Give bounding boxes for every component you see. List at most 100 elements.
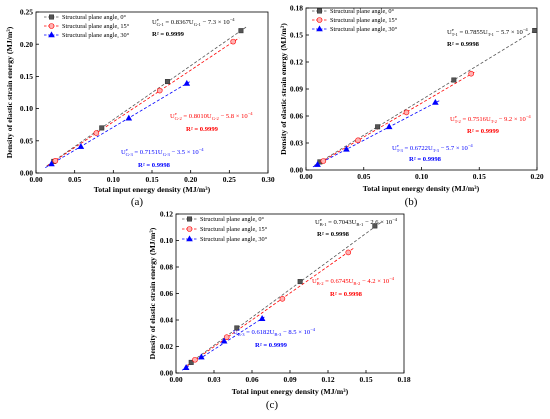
equation-part: G-3 bbox=[126, 152, 134, 157]
panel-label: (c) bbox=[266, 399, 279, 411]
chart-a: Density of elastic strain energy (MJ/m³)… bbox=[5, 8, 275, 208]
equation-part: e bbox=[397, 143, 399, 148]
equation-part: −4 bbox=[523, 27, 529, 32]
y-tick-label: 0.06 bbox=[160, 289, 173, 298]
y-tick-label: 0.04 bbox=[160, 316, 173, 325]
equation-part: U bbox=[447, 29, 452, 36]
legend-label: Structural plane angle, 15° bbox=[330, 17, 398, 24]
y-tick-label: 0.12 bbox=[160, 210, 173, 219]
equation-part: e bbox=[452, 27, 454, 32]
equation-part: − 2.6 × 10 bbox=[363, 219, 393, 226]
legend-label: Structural plane angle, 15° bbox=[62, 23, 130, 30]
legend-label: Structural plane angle, 0° bbox=[62, 14, 127, 21]
equation-part: = 0.6745U bbox=[324, 278, 354, 285]
fit-line-series-1 bbox=[47, 37, 240, 166]
data-point-series-2 bbox=[125, 114, 133, 121]
x-tick-label: 0.15 bbox=[145, 175, 158, 184]
legend-marker bbox=[316, 25, 323, 32]
data-point-series-1 bbox=[345, 249, 352, 256]
equation-part: − 5.7 × 10 bbox=[494, 29, 524, 36]
data-point-series-0 bbox=[372, 223, 378, 229]
y-tick-label: 0.15 bbox=[20, 72, 33, 81]
fit-equation-series-1: Ue T-2 = 0.7516UT-2 − 9.2 × 10−4 bbox=[450, 114, 531, 124]
panel-label: (a) bbox=[131, 196, 144, 208]
y-tick-label: 0.06 bbox=[290, 112, 303, 121]
legend-marker bbox=[316, 8, 322, 14]
fit-line-series-2 bbox=[45, 80, 192, 169]
equation-part: − 3.5 × 10 bbox=[170, 149, 200, 156]
data-point-series-1 bbox=[279, 295, 286, 302]
data-point-series-0 bbox=[297, 279, 303, 285]
equation-part: e bbox=[317, 276, 319, 281]
fit-line-series-0 bbox=[184, 222, 382, 367]
data-point-series-1 bbox=[223, 334, 230, 341]
equation-part: G-1 bbox=[157, 22, 165, 27]
equation-part: e bbox=[157, 17, 159, 22]
chart-c: Density of elastic strain energy (MJ/m³)… bbox=[148, 210, 411, 411]
r-squared-series-0: R² = 0.9998 bbox=[447, 41, 480, 48]
x-axis-title: Total input energy density (MJ/m³) bbox=[363, 184, 480, 193]
equation-part: U bbox=[315, 219, 320, 226]
y-tick-label: 0.20 bbox=[20, 40, 33, 49]
data-point-series-0 bbox=[238, 28, 244, 34]
equation-part: U bbox=[312, 278, 317, 285]
data-point-series-1 bbox=[403, 109, 410, 116]
x-tick-label: 0.06 bbox=[245, 375, 258, 384]
data-point-series-0 bbox=[451, 77, 457, 83]
equation-part: − 4.2 × 10 bbox=[360, 278, 390, 285]
data-point-series-1 bbox=[192, 356, 198, 363]
equation-part: − 5.7 × 10 bbox=[439, 145, 469, 152]
data-point-series-1 bbox=[230, 38, 236, 45]
y-tick-label: 0.10 bbox=[20, 104, 33, 113]
equation-part: T-1 bbox=[452, 32, 459, 37]
r-squared-series-1: R² = 0.9999 bbox=[467, 128, 500, 135]
data-point-series-2 bbox=[198, 353, 205, 360]
equation-part: −4 bbox=[389, 276, 395, 281]
equation-part: −4 bbox=[248, 111, 254, 116]
legend-marker bbox=[186, 226, 193, 232]
equation-part: U bbox=[121, 149, 126, 156]
legend-marker bbox=[316, 17, 323, 23]
x-tick-label: 0.05 bbox=[68, 175, 81, 184]
data-point-series-1 bbox=[93, 130, 100, 136]
fit-line-series-1 bbox=[316, 70, 477, 166]
equation-part: −4 bbox=[526, 114, 532, 119]
equation-part: e bbox=[175, 111, 177, 116]
data-point-series-0 bbox=[188, 359, 194, 365]
data-point-series-2 bbox=[258, 315, 266, 321]
data-point-series-0 bbox=[164, 79, 170, 85]
fit-equation-series-2: Ue T-3 = 0.6722UT-3 − 5.7 × 10−4 bbox=[392, 143, 473, 153]
y-axis-title: Density of elastic strain energy (MJ/m³) bbox=[279, 23, 288, 155]
legend-marker bbox=[48, 14, 54, 20]
equation-part: = 0.6182U bbox=[245, 329, 275, 336]
equation-part: U bbox=[152, 19, 157, 26]
r-squared-series-0: R² = 0.9999 bbox=[152, 31, 185, 38]
fit-equation-series-1: Ue G-2 = 0.8010UG-2 − 5.8 × 10−4 bbox=[170, 111, 253, 121]
equation-part: −4 bbox=[392, 217, 398, 222]
data-point-series-1 bbox=[156, 87, 163, 94]
equation-part: e bbox=[320, 217, 322, 222]
equation-part: = 0.7151U bbox=[133, 149, 163, 156]
fit-equation-series-0: Ue T-1 = 0.7855UT-1 − 5.7 × 10−4 bbox=[447, 27, 528, 37]
data-point-series-2 bbox=[314, 160, 321, 167]
equation-part: = 0.7043U bbox=[327, 219, 357, 226]
y-tick-label: 0.18 bbox=[290, 4, 303, 13]
legend-marker bbox=[186, 235, 193, 242]
legend-label: Structural plane angle, 0° bbox=[330, 8, 395, 15]
r-squared-series-2: R² = 0.9999 bbox=[255, 342, 288, 349]
r-squared-series-0: R² = 0.9998 bbox=[317, 231, 350, 238]
x-tick-label: 0.10 bbox=[415, 172, 428, 181]
y-tick-label: 0.12 bbox=[290, 58, 303, 67]
data-point-series-2 bbox=[77, 142, 85, 149]
data-point-series-1 bbox=[52, 157, 59, 164]
x-tick-label: 0.09 bbox=[283, 375, 296, 384]
fit-line-series-2 bbox=[312, 100, 440, 168]
x-tick-label: 0.10 bbox=[107, 175, 120, 184]
data-point-series-2 bbox=[385, 123, 393, 130]
data-point-series-1 bbox=[355, 137, 361, 144]
y-tick-label: 0.00 bbox=[20, 169, 33, 178]
equation-part: T-2 bbox=[491, 119, 498, 124]
equation-part: G-1 bbox=[194, 22, 202, 27]
fit-equation-series-0: Ue B-1 = 0.7043UB-1 − 2.6 × 10−4 bbox=[315, 217, 398, 227]
